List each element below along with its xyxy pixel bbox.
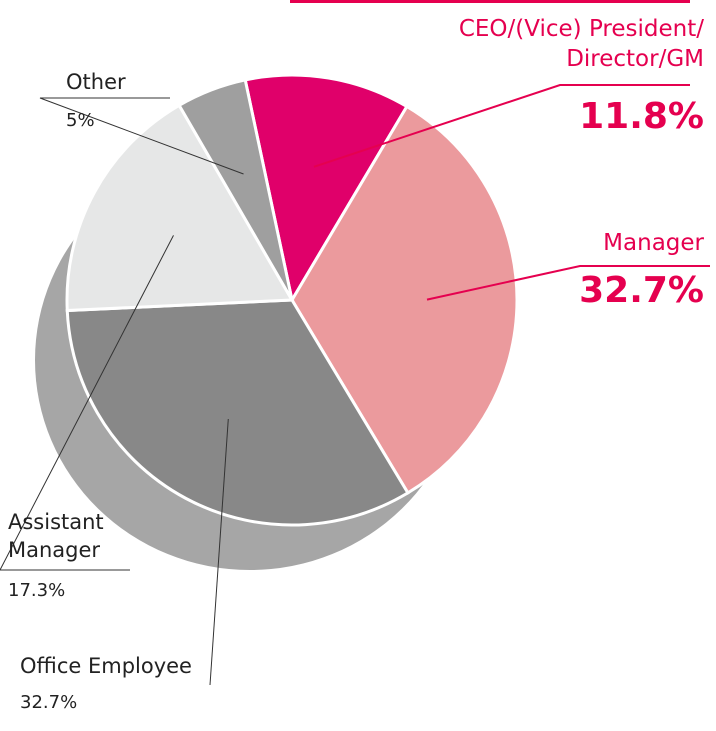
pie-slice: [243, 73, 409, 305]
slice-value-label: 32.7%: [579, 270, 704, 311]
slice-label: Other: [66, 70, 126, 94]
slice-label: Assistant Manager: [8, 510, 104, 562]
slice-label: CEO/(Vice) President/ Director/GM: [458, 16, 704, 72]
leader-line: [313, 84, 690, 168]
leader-line: [39, 97, 244, 175]
slice-label: Manager: [603, 230, 704, 256]
slice-value-label: 5%: [66, 110, 95, 131]
pie-slice: [65, 298, 410, 527]
decor-rule: [290, 0, 690, 3]
pie-slice: [65, 103, 295, 313]
leader-line: [209, 418, 229, 686]
pie-slice: [290, 104, 519, 495]
leader-line: [0, 235, 174, 571]
slice-value-label: 11.8%: [579, 96, 704, 137]
pie-slice: [177, 78, 294, 301]
slice-value-label: 32.7%: [20, 692, 78, 713]
slice-label: Office Employee: [20, 654, 192, 678]
slice-value-label: 17.3%: [8, 580, 66, 601]
leader-line: [426, 265, 710, 301]
